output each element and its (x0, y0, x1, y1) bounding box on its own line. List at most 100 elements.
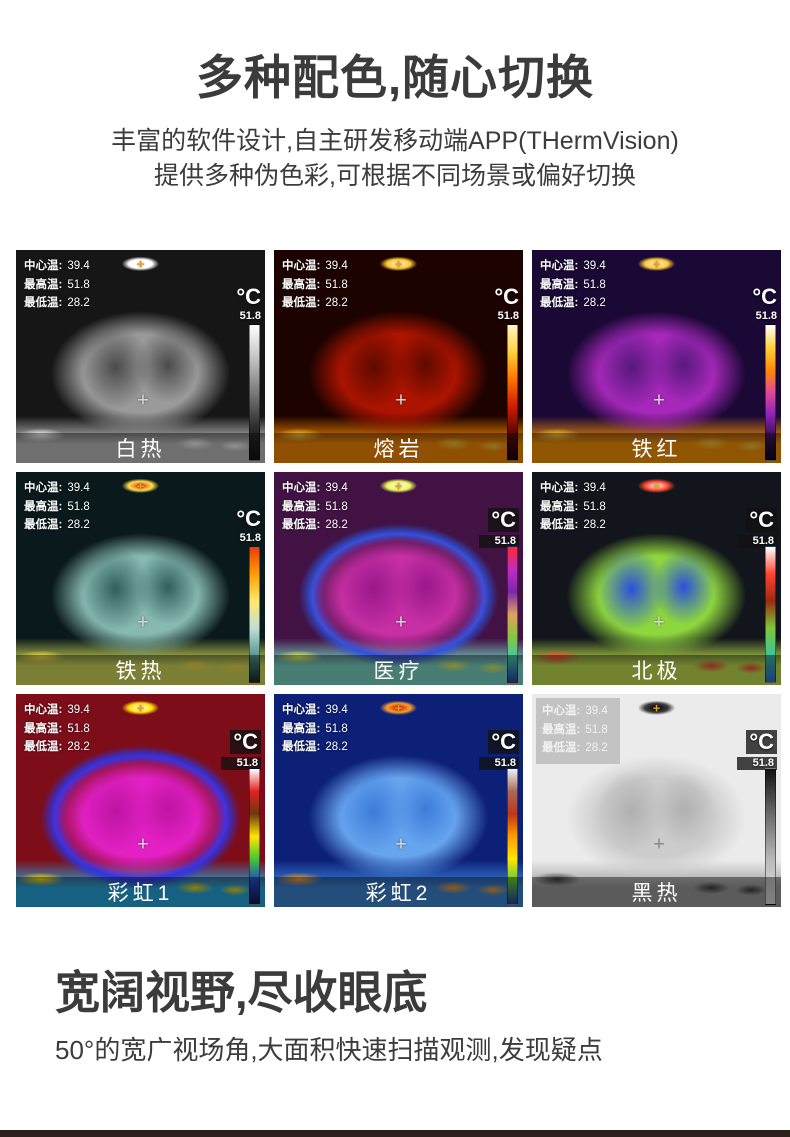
min-temp: 最低温: 28.2 (24, 297, 90, 309)
celsius-unit: °C (230, 730, 261, 754)
palette-name: 医疗 (274, 655, 523, 685)
temperature-readings: 中心温: 39.4 最高温: 51.8 最低温: 28.2 (24, 479, 90, 535)
celsius-unit: °C (752, 284, 777, 309)
thermal-panel-rainbow-1: 中心温: 39.4 最高温: 51.8 最低温: 28.2 °C 51.8 + + 彩… (16, 694, 265, 907)
min-temp: 最低温: 28.2 (282, 519, 348, 531)
temperature-readings: 中心温: 39.4 最高温: 51.8 最低温: 28.2 (24, 257, 90, 313)
thermal-panel-lava: 中心温: 39.4 最高温: 51.8 最低温: 28.2 °C 51.8 + + 熔… (274, 250, 523, 463)
palette-name: 铁热 (16, 655, 265, 685)
scale-max-value: 51.8 (497, 310, 519, 322)
celsius-unit: °C (236, 284, 261, 309)
celsius-unit: °C (746, 730, 777, 754)
celsius-unit: °C (746, 508, 777, 532)
min-temp: 最低温: 28.2 (540, 297, 606, 309)
hero-subtitle-line2: 提供多种伪色彩,可根据不同场景或偏好切换 (154, 162, 636, 190)
temperature-scale: °C 51.8 (479, 730, 519, 770)
palette-name: 白热 (16, 433, 265, 463)
max-temp: 最高温: 51.8 (24, 278, 90, 291)
thermal-image (274, 250, 523, 463)
center-temp: 中心温: 39.4 (24, 482, 90, 494)
temperature-readings: 中心温: 39.4 最高温: 51.8 最低温: 28.2 (540, 257, 606, 313)
center-temp: 中心温: 39.4 (282, 260, 348, 272)
thermal-image (274, 472, 523, 685)
min-temp: 最低温: 28.2 (282, 297, 348, 309)
palette-name: 熔岩 (274, 433, 523, 463)
palette-grid: 中心温: 39.4 最高温: 51.8 最低温: 28.2 °C 51.8 + + 白… (16, 250, 781, 907)
min-temp: 最低温: 28.2 (24, 519, 90, 531)
center-temp: 中心温: 39.4 (542, 705, 608, 717)
celsius-unit: °C (494, 284, 519, 309)
hero-section: 多种配色,随心切换 丰富的软件设计,自主研发移动端APP(THermVision… (0, 0, 790, 194)
celsius-unit: °C (488, 508, 519, 532)
thermal-panel-white-hot: 中心温: 39.4 最高温: 51.8 最低温: 28.2 °C 51.8 + + 白… (16, 250, 265, 463)
palette-name: 黑热 (532, 877, 781, 907)
colorbar (765, 324, 776, 461)
hero-subtitle-line1: 丰富的软件设计,自主研发移动端APP(THermVision) (111, 127, 679, 155)
temperature-scale: °C 51.8 (737, 730, 777, 770)
next-section-edge (0, 1130, 790, 1137)
colorbar (765, 768, 776, 905)
thermal-image (16, 472, 265, 685)
thermal-panel-iron-red: 中心温: 39.4 最高温: 51.8 最低温: 28.2 °C 51.8 + + 铁… (532, 250, 781, 463)
temperature-readings: 中心温: 39.4 最高温: 51.8 最低温: 28.2 (282, 479, 348, 535)
thermal-image (274, 694, 523, 907)
colorbar (507, 768, 518, 905)
palette-name: 彩虹2 (274, 877, 523, 907)
center-temp: 中心温: 39.4 (24, 704, 90, 716)
min-temp: 最低温: 28.2 (540, 519, 606, 531)
palette-name: 彩虹1 (16, 877, 265, 907)
section-title: 宽阔视野,尽收眼底 (55, 967, 428, 1018)
max-temp: 最高温: 51.8 (282, 500, 348, 513)
thermal-panel-rainbow-2: 中心温: 39.4 最高温: 51.8 最低温: 28.2 °C 51.8 + + 彩… (274, 694, 523, 907)
thermal-image (16, 694, 265, 907)
thermal-panel-iron-hot: 中心温: 39.4 最高温: 51.8 最低温: 28.2 °C 51.8 + + 铁… (16, 472, 265, 685)
scale-max-value: 51.8 (239, 310, 261, 322)
section-subtitle: 50°的宽广视场角,大面积快速扫描观测,发现疑点 (55, 1035, 603, 1065)
max-temp: 最高温: 51.8 (540, 500, 606, 513)
center-temp: 中心温: 39.4 (24, 260, 90, 272)
scale-max-value: 51.8 (737, 535, 777, 548)
scale-max-value: 51.8 (479, 535, 519, 548)
thermal-panel-medical: 中心温: 39.4 最高温: 51.8 最低温: 28.2 °C 51.8 + + 医… (274, 472, 523, 685)
colorbar (765, 546, 776, 683)
scale-max-value: 51.8 (239, 532, 261, 544)
palette-name: 铁红 (532, 433, 781, 463)
thermal-image (16, 250, 265, 463)
temperature-readings: 中心温: 39.4 最高温: 51.8 最低温: 28.2 (282, 701, 348, 757)
thermal-image (532, 472, 781, 685)
colorbar (249, 768, 260, 905)
center-temp: 中心温: 39.4 (282, 704, 348, 716)
max-temp: 最高温: 51.8 (282, 722, 348, 735)
celsius-unit: °C (236, 506, 261, 531)
temperature-readings: 中心温: 39.4 最高温: 51.8 最低温: 28.2 (536, 698, 620, 764)
temperature-scale: °C 51.8 (737, 286, 777, 322)
colorbar (249, 324, 260, 461)
wide-view-section: 宽阔视野,尽收眼底 50°的宽广视场角,大面积快速扫描观测,发现疑点 (55, 965, 790, 1067)
colorbar (249, 546, 260, 683)
temperature-scale: °C 51.8 (221, 730, 261, 770)
temperature-readings: 中心温: 39.4 最高温: 51.8 最低温: 28.2 (540, 479, 606, 535)
temperature-scale: °C 51.8 (221, 508, 261, 544)
scale-max-value: 51.8 (737, 757, 777, 770)
min-temp: 最低温: 28.2 (24, 741, 90, 753)
page-title: 多种配色,随心切换 (195, 51, 595, 104)
palette-name: 北极 (532, 655, 781, 685)
colorbar (507, 546, 518, 683)
center-temp: 中心温: 39.4 (282, 482, 348, 494)
max-temp: 最高温: 51.8 (24, 722, 90, 735)
colorbar (507, 324, 518, 461)
celsius-unit: °C (488, 730, 519, 754)
scale-max-value: 51.8 (221, 757, 261, 770)
center-temp: 中心温: 39.4 (540, 482, 606, 494)
thermal-panel-arctic: 中心温: 39.4 最高温: 51.8 最低温: 28.2 °C 51.8 + + 北… (532, 472, 781, 685)
temperature-scale: °C 51.8 (479, 508, 519, 548)
max-temp: 最高温: 51.8 (282, 278, 348, 291)
temperature-readings: 中心温: 39.4 最高温: 51.8 最低温: 28.2 (24, 701, 90, 757)
thermal-panel-black-hot: 中心温: 39.4 最高温: 51.8 最低温: 28.2 °C 51.8 + + 黑… (532, 694, 781, 907)
scale-max-value: 51.8 (755, 310, 777, 322)
center-temp: 中心温: 39.4 (540, 260, 606, 272)
temperature-scale: °C 51.8 (221, 286, 261, 322)
min-temp: 最低温: 28.2 (282, 741, 348, 753)
max-temp: 最高温: 51.8 (542, 723, 608, 736)
max-temp: 最高温: 51.8 (24, 500, 90, 513)
